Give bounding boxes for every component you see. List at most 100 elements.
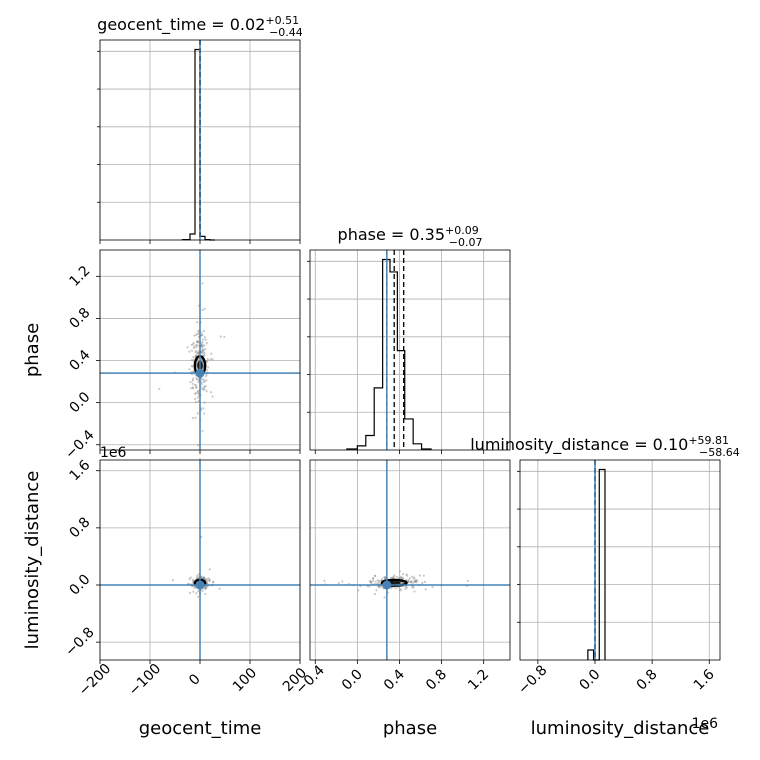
sample-point: [191, 416, 194, 420]
sample-point: [218, 587, 221, 590]
sample-point: [189, 576, 192, 579]
panel-frame: [309, 459, 511, 661]
sample-point: [191, 365, 194, 368]
sample-point: [368, 585, 371, 588]
y-tick-label: 0.0: [66, 389, 93, 416]
sample-point: [208, 578, 211, 581]
sample-point: [380, 577, 383, 581]
sample-point: [337, 582, 340, 585]
sample-point: [395, 575, 398, 578]
x-tick-label: 0.0: [339, 666, 366, 693]
sample-point: [401, 577, 404, 580]
sample-point: [373, 593, 377, 596]
sample-point: [196, 412, 199, 415]
x-axis-label-geocent-time: geocent_time: [139, 718, 262, 739]
sample-point: [200, 345, 203, 348]
sample-point: [195, 349, 198, 353]
x-tick-label: 0.4: [381, 666, 408, 693]
sample-point: [197, 389, 200, 392]
sample-point: [201, 348, 204, 351]
sample-point: [190, 349, 194, 352]
sample-point: [196, 444, 200, 447]
sample-point: [195, 378, 199, 381]
sample-point: [186, 346, 189, 349]
histogram-geocent-time: [181, 48, 215, 241]
y-tick-label: −0.4: [62, 427, 97, 462]
sample-point: [192, 590, 195, 593]
sample-point: [195, 351, 199, 355]
sample-point: [193, 397, 197, 401]
sample-point: [210, 352, 213, 355]
x-tick-label: 0.0: [576, 666, 603, 693]
sample-point: [201, 589, 204, 593]
sample-point: [201, 350, 204, 353]
sample-point: [393, 574, 396, 577]
sample-point: [208, 579, 211, 582]
sample-point: [399, 588, 403, 591]
y-offset-label: 1e6: [100, 445, 127, 461]
sample-point: [204, 338, 207, 341]
sample-point: [204, 592, 207, 596]
x-tick-label: −0.8: [515, 662, 550, 697]
sample-point: [193, 392, 197, 396]
sample-point: [357, 589, 360, 592]
sample-point: [413, 576, 416, 579]
sample-point: [400, 577, 403, 580]
sample-point: [192, 387, 195, 390]
sample-point: [204, 587, 207, 590]
sample-point: [377, 579, 380, 583]
sample-point: [197, 352, 200, 355]
sample-point: [400, 576, 403, 579]
sample-point: [219, 335, 222, 338]
panel-frame: [519, 459, 721, 661]
sample-point: [369, 580, 373, 584]
sample-point: [414, 579, 417, 582]
sample-point: [203, 307, 206, 310]
panel-frame: [99, 249, 301, 451]
sample-point: [192, 578, 195, 581]
sample-point: [195, 377, 198, 380]
sample-point: [201, 338, 205, 341]
sample-point: [196, 340, 199, 343]
panel-title-phase: phase = 0.35+0.09 −0.07: [338, 224, 483, 249]
panel-geocent-time-luminosity-distance: −0.8 0.0 0.8 1.6 luminosity_distance 1e6 −200−…: [22, 445, 310, 739]
sample-point: [412, 577, 415, 580]
sample-point: [405, 573, 408, 576]
sample-point: [391, 576, 394, 579]
sample-point: [383, 576, 386, 579]
sample-point: [191, 386, 195, 389]
sample-point: [194, 350, 197, 354]
sample-point: [205, 577, 208, 581]
sample-point: [397, 576, 400, 580]
truth-marker: [382, 580, 392, 590]
panel-phase-phase: phase = 0.35+0.09 −0.07: [307, 224, 511, 454]
sample-point: [205, 390, 208, 393]
sample-point: [193, 345, 196, 348]
sample-point: [371, 577, 374, 580]
sample-point: [401, 581, 404, 585]
sample-point: [196, 391, 199, 394]
sample-point: [197, 400, 200, 403]
sample-point: [207, 577, 210, 580]
x-tick-label: 0.8: [634, 666, 661, 693]
sample-point: [191, 343, 194, 346]
sample-point: [424, 588, 427, 591]
y-tick-label: 1.2: [66, 263, 93, 290]
sample-point: [394, 587, 397, 590]
sample-point: [203, 380, 206, 383]
y-tick-label: 1.6: [66, 457, 93, 484]
sample-point: [201, 340, 204, 344]
sample-point: [194, 392, 197, 395]
sample-point: [195, 386, 198, 389]
sample-point: [406, 574, 409, 577]
sample-point: [203, 577, 206, 580]
x-tick-label: −200: [76, 661, 115, 700]
sample-point: [195, 333, 198, 336]
sample-point: [201, 351, 204, 354]
y-tick-label: 0.4: [66, 347, 93, 374]
sample-point: [405, 586, 408, 589]
sample-point: [192, 355, 195, 359]
sample-point: [193, 383, 197, 386]
sample-point: [202, 388, 205, 391]
sample-point: [410, 579, 413, 583]
